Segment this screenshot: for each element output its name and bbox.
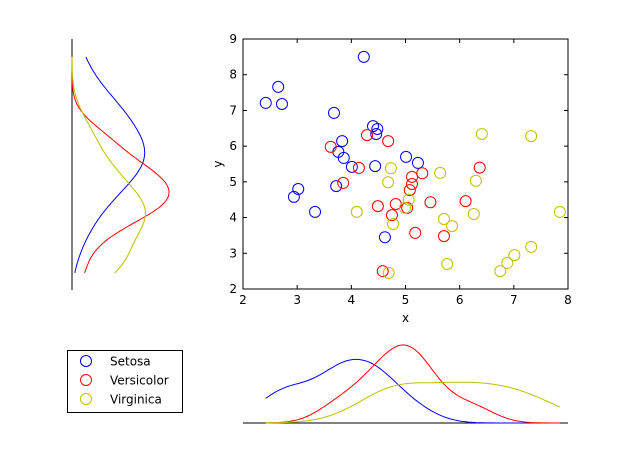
point-setosa (370, 128, 383, 140)
point-versicolor (437, 230, 450, 243)
x-marginal-axes (243, 344, 568, 424)
x-density-setosa (265, 358, 560, 424)
point-setosa (411, 156, 424, 169)
scatter-axes: 2 3 4 5 6 7 8 2 3 4 5 6 7 8 9 x y (211, 32, 572, 325)
point-virginica (387, 218, 400, 230)
point-setosa (336, 135, 349, 148)
point-versicolor (401, 201, 414, 214)
point-virginica (469, 174, 482, 187)
x-tick-label: 5 (402, 293, 410, 307)
x-density-versicolor (265, 344, 560, 424)
y-tick-label: 6 (229, 139, 237, 153)
y-density-virginica (71, 56, 146, 274)
point-versicolor (416, 167, 429, 180)
point-setosa (378, 231, 391, 244)
legend-label-virginica: Virginica (110, 393, 162, 407)
point-versicolor (371, 200, 384, 213)
plot-frame (242, 38, 569, 290)
point-setosa (309, 205, 322, 218)
point-virginica (467, 208, 480, 220)
point-setosa (330, 180, 343, 193)
point-virginica (446, 220, 459, 233)
point-virginica (437, 213, 450, 225)
point-versicolor (385, 209, 398, 222)
point-versicolor (473, 161, 486, 174)
x-tick-label: 7 (510, 293, 518, 307)
y-marginal-axes (71, 39, 170, 290)
point-setosa (259, 96, 272, 109)
legend-box (67, 350, 183, 413)
legend-marker-versicolor (80, 374, 92, 386)
point-setosa (287, 190, 300, 203)
point-virginica (508, 249, 521, 262)
legend: Setosa Versicolor Virginica (67, 350, 183, 413)
point-setosa (328, 106, 340, 119)
point-versicolor (406, 178, 418, 190)
point-virginica (350, 205, 363, 218)
y-tick-label: 4 (229, 211, 237, 225)
point-virginica (434, 166, 447, 179)
x-tick-label: 6 (456, 293, 464, 307)
x-tick-label: 2 (239, 293, 247, 307)
y-tick-label: 5 (229, 175, 237, 189)
y-density-setosa (74, 56, 146, 273)
point-versicolor (376, 265, 389, 278)
point-versicolor (403, 184, 416, 197)
point-versicolor (382, 135, 395, 148)
point-setosa (272, 80, 285, 93)
y-tick-label: 7 (229, 103, 237, 117)
point-virginica (525, 240, 538, 253)
point-versicolor (361, 129, 374, 142)
point-virginica (398, 201, 411, 214)
point-setosa (400, 150, 413, 163)
y-tick-label: 3 (229, 246, 237, 260)
y-axis-label: y (211, 160, 225, 167)
point-setosa (276, 98, 288, 110)
point-versicolor (337, 176, 350, 189)
point-virginica (494, 265, 507, 278)
x-tick-label: 8 (564, 293, 572, 307)
point-setosa (369, 160, 382, 173)
y-density-versicolor (71, 56, 170, 274)
point-setosa (371, 123, 384, 135)
point-setosa (292, 183, 305, 195)
point-virginica (382, 266, 395, 279)
legend-label-versicolor: Versicolor (110, 374, 169, 388)
point-versicolor (409, 226, 422, 239)
x-density-virginica (265, 381, 561, 424)
point-virginica (384, 162, 397, 175)
point-versicolor (324, 140, 337, 153)
point-setosa (357, 50, 370, 63)
point-virginica (441, 258, 454, 270)
legend-marker-setosa (80, 355, 92, 367)
point-setosa (337, 151, 350, 164)
point-virginica (553, 205, 566, 218)
y-tick-label: 8 (229, 68, 237, 82)
point-virginica (475, 128, 488, 140)
point-virginica (382, 176, 395, 189)
y-tick-label: 9 (229, 32, 237, 46)
point-virginica (402, 193, 415, 206)
point-virginica (525, 130, 538, 143)
point-virginica (501, 256, 514, 269)
legend-marker-virginica (80, 393, 92, 405)
x-tick-label: 4 (348, 293, 356, 307)
point-versicolor (459, 195, 472, 208)
point-setosa (345, 160, 358, 173)
point-versicolor (424, 196, 437, 209)
legend-label-setosa: Setosa (110, 355, 151, 369)
point-versicolor (352, 161, 365, 174)
x-tick-label: 3 (293, 293, 301, 307)
y-tick-label: 2 (229, 282, 237, 296)
x-axis-label: x (402, 311, 409, 325)
